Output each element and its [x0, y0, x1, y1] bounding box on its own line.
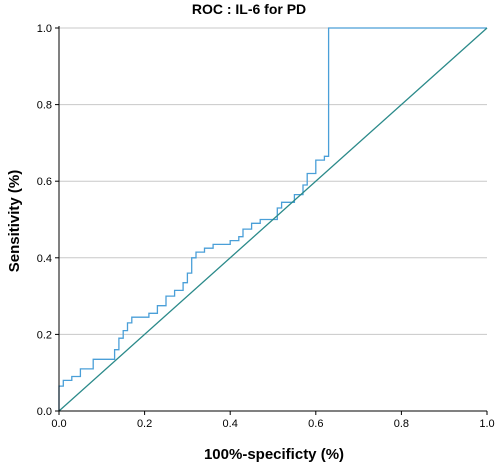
y-axis-title: Sensitivity (%): [6, 170, 23, 273]
x-tick-label: 0.2: [137, 418, 152, 430]
y-tick-label: 0.0: [37, 406, 52, 418]
y-tick-label: 1.0: [37, 23, 52, 35]
x-tick-label: 0.4: [223, 418, 238, 430]
x-tick-label: 0.6: [308, 418, 323, 430]
y-tick-label: 0.4: [37, 253, 52, 265]
y-tick-label: 0.2: [37, 329, 52, 341]
y-tick-label: 0.8: [37, 100, 52, 112]
x-tick-label: 0.8: [394, 418, 409, 430]
chart-title: ROC : IL-6 for PD: [191, 1, 307, 17]
series-layer: [58, 27, 488, 412]
reference-line: [58, 27, 488, 412]
x-axis-title: 100%-specificty (%): [204, 446, 344, 463]
y-tick-label: 0.6: [37, 176, 52, 188]
x-tick-label: 1.0: [479, 418, 494, 430]
axis-layer: [58, 26, 487, 412]
roc-curve: [58, 27, 487, 411]
tick-layer: 0.0 0.2 0.4 0.6 0.8 1.0 0.0 0.2 0.4 0.6 0.8 1.0: [37, 23, 495, 430]
x-tick-label: 0.0: [51, 418, 66, 430]
